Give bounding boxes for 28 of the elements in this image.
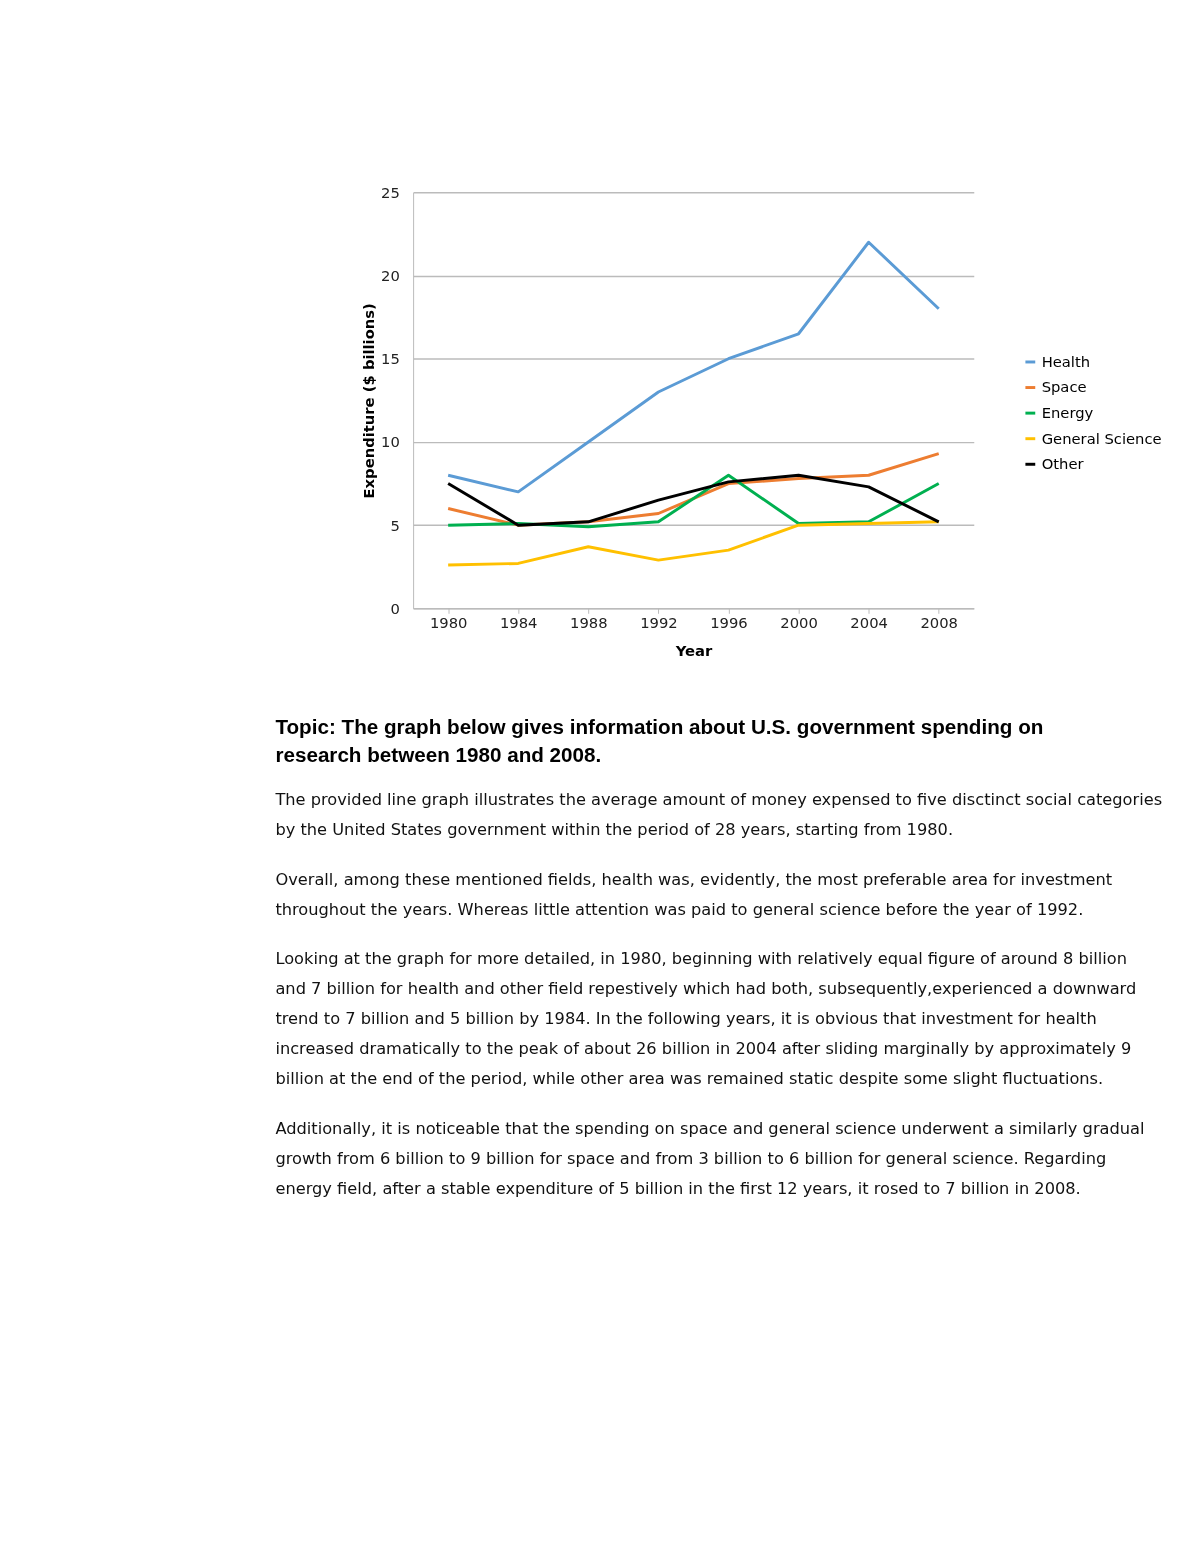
legend-label: Energy <box>1041 404 1094 422</box>
x-tick-label: 1992 <box>640 613 678 631</box>
y-tick-label: 15 <box>381 350 400 368</box>
y-tick-label: 20 <box>381 266 400 284</box>
x-tick-label: 2004 <box>850 613 888 631</box>
text: The provided line graph illustrates the average amount of money expensed to five disctinct social categories by the United States government within the period of 28 years, starting from 1980. <box>274 790 1163 840</box>
x-tick-label: 1988 <box>570 613 608 631</box>
legend-label: Space <box>1041 378 1087 396</box>
y-tick-label: 25 <box>381 183 400 201</box>
line-series <box>446 240 941 494</box>
x-axis-title: Year <box>674 642 713 660</box>
legend-label: General Science <box>1041 429 1162 447</box>
text: Looking at the graph for more detailed, in 1980, beginning with relatively equal figure of around 8 billion and 7 billion for health and other field repestively which had both, subsequently,experienced a downward trend to 7 billion and 5 billion by 1984. In the following years, it is obvious that investment for health increased dramatically to the peak of about 26 billion in 2004 after sliding marginally by approximately 9 billion at the end of the period, while other area was remained static despite some slight fluctuations. <box>275 949 1137 1089</box>
x-tick-label: 2008 <box>920 613 958 631</box>
y-tick-label: 0 <box>390 599 400 617</box>
x-tick-label: 1980 <box>429 613 468 631</box>
line-series <box>446 520 941 567</box>
y-tick-label: 5 <box>390 516 400 534</box>
x-tick-label: 1996 <box>710 613 748 631</box>
y-tick-label: 10 <box>381 433 400 451</box>
x-tick-label: 2000 <box>780 613 818 631</box>
text: Topic: The graph below gives information about U.S. government spending on research between 1980 and 2008. <box>275 715 1044 766</box>
legend-label: Health <box>1041 352 1091 370</box>
x-tick-label: 1984 <box>499 613 538 631</box>
text: Overall, among these mentioned fields, health was, evidently, the most preferable area for investment throughout the years. Whereas little attention was paid to general science before the year of 1992. <box>275 869 1113 919</box>
legend-label: Other <box>1041 455 1085 473</box>
text: Additionally, it is noticeable that the spending on space and general science underwent a similarly gradual growth from 6 billion to 9 billion for space and from 3 billion to 6 billion for general science. Regarding energy field, after a stable expenditure of 5 billion in the first 12 years, it rosed to 7 billion in 2008. <box>275 1119 1145 1199</box>
y-axis-title: Expenditure ($ billions) <box>360 303 378 499</box>
